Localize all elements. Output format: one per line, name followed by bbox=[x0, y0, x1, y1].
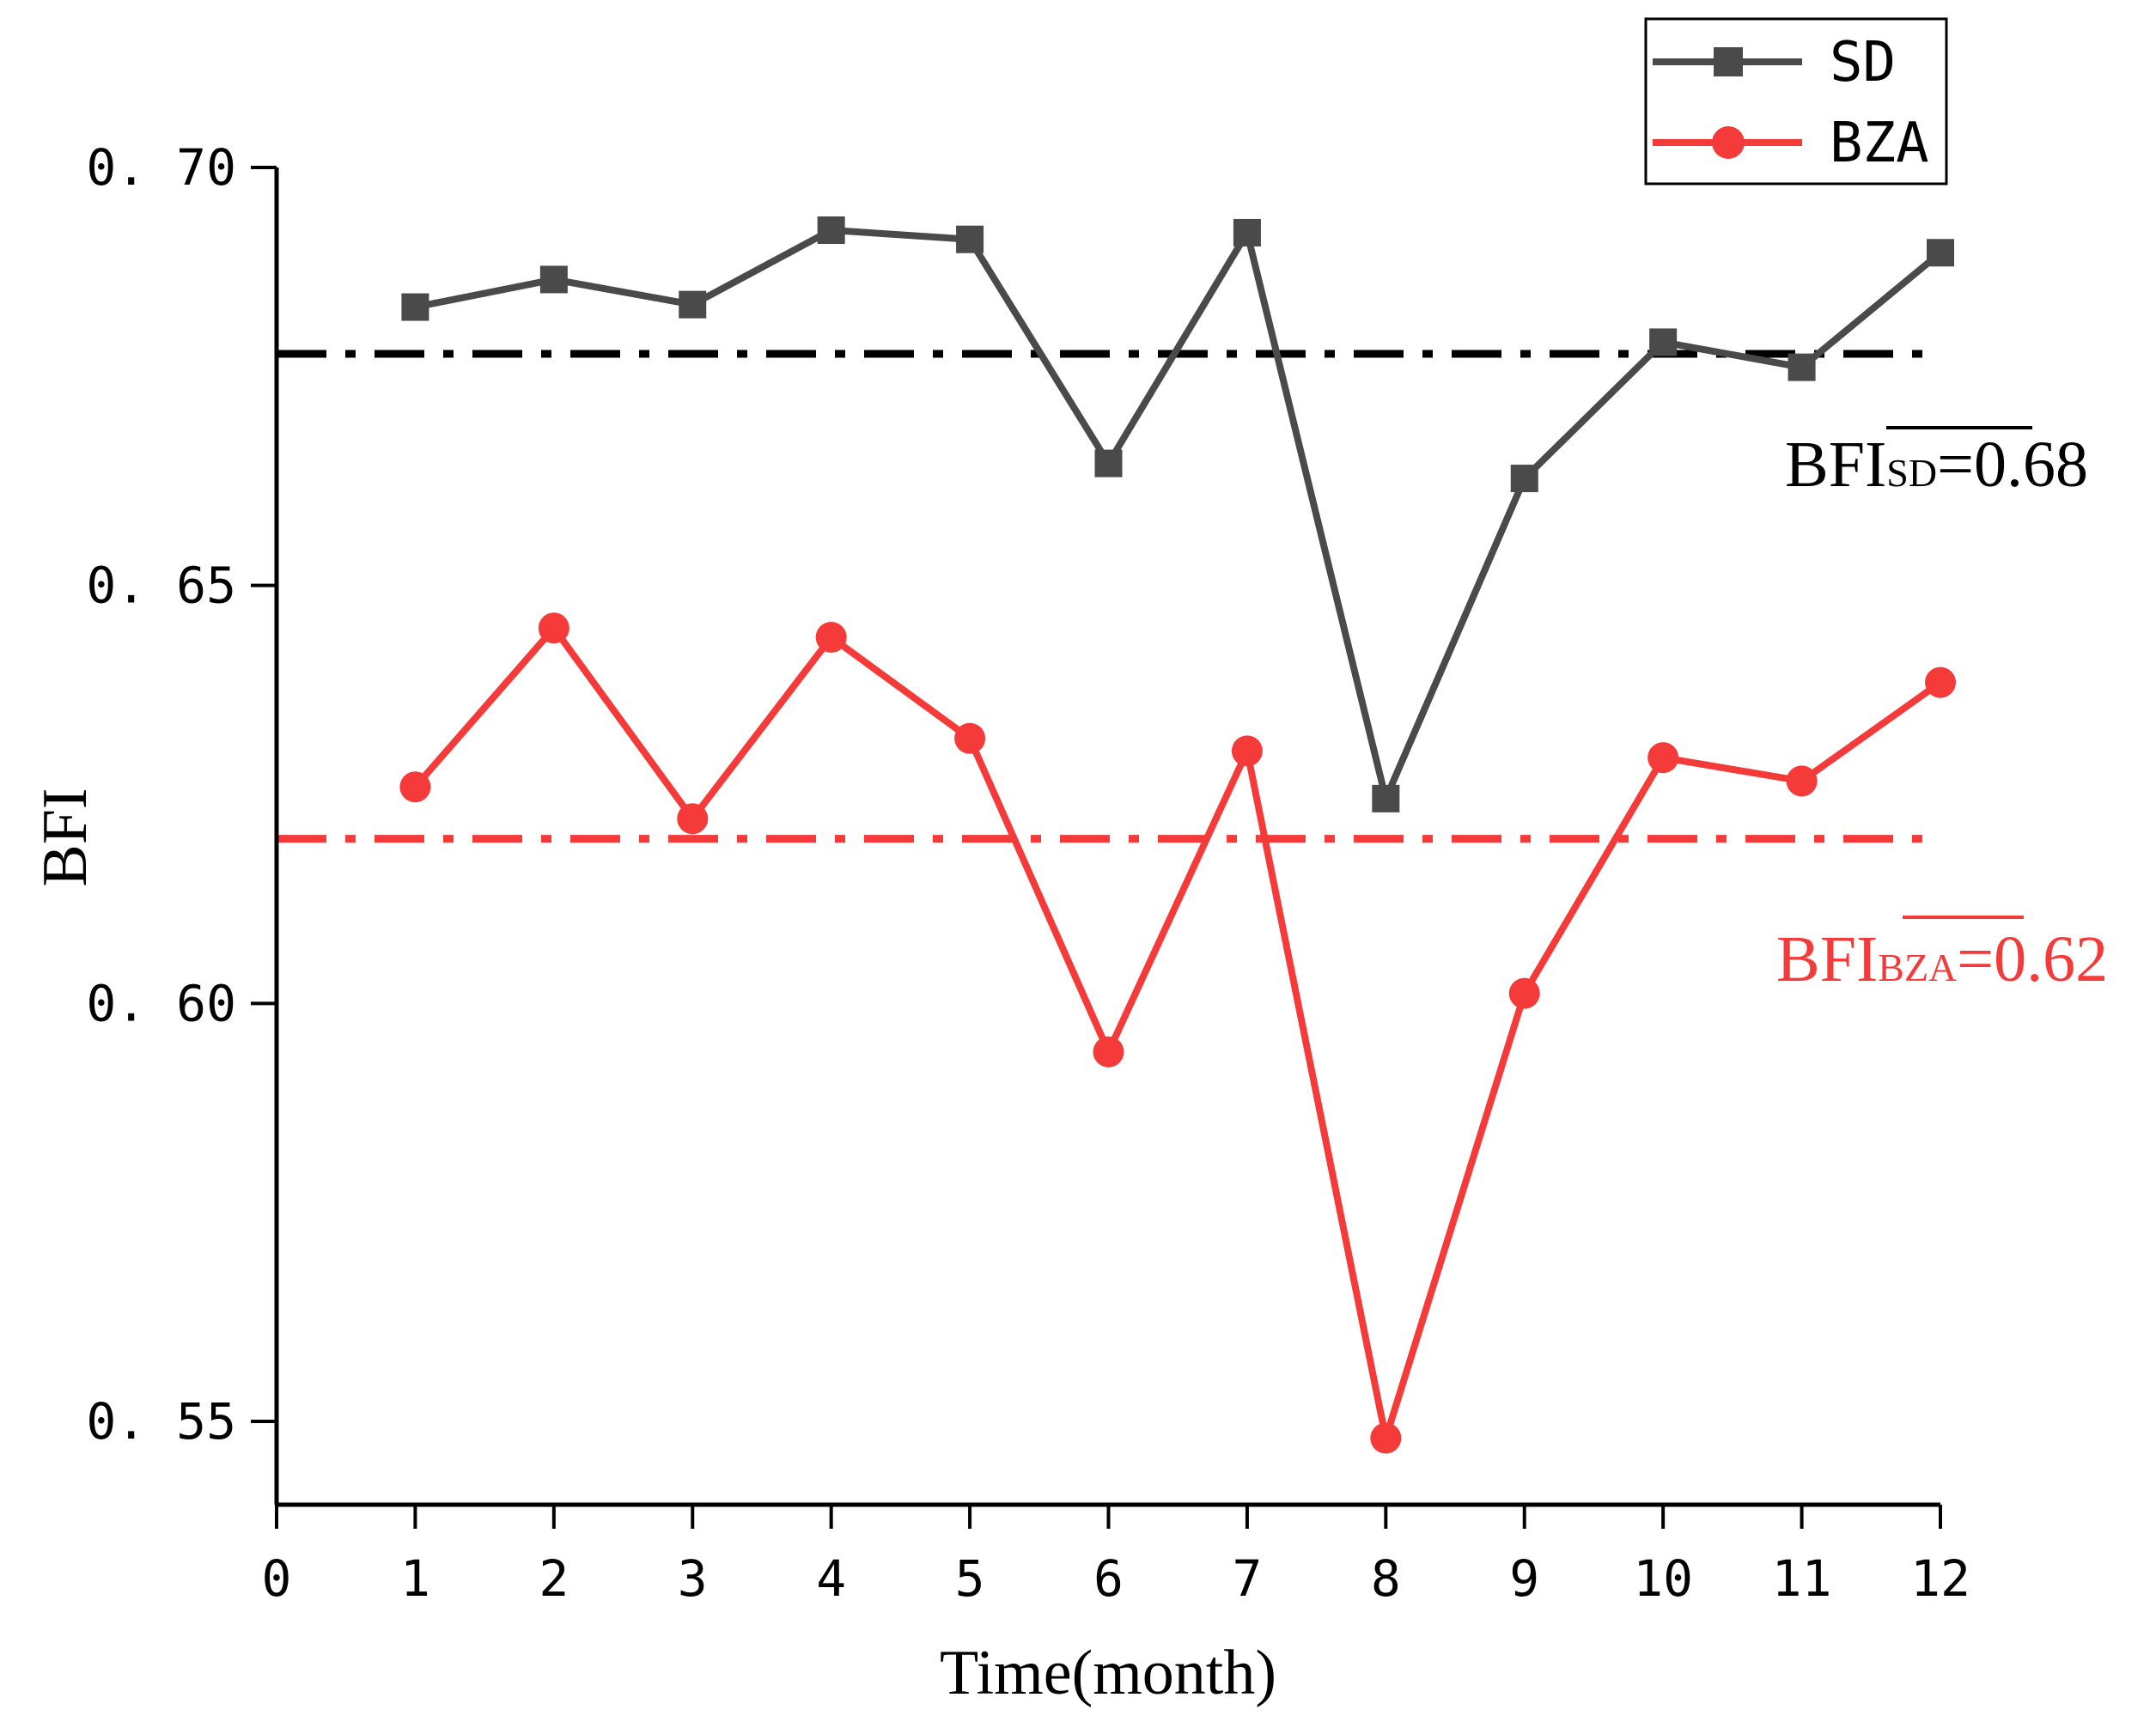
point-bza bbox=[1647, 742, 1679, 774]
point-sd bbox=[539, 265, 568, 294]
series-line-bza bbox=[412, 624, 1943, 1442]
point-sd bbox=[679, 290, 707, 319]
mean-label-sd: BFISD=0.68 bbox=[1785, 429, 2088, 501]
point-sd bbox=[401, 293, 429, 321]
series-markers bbox=[399, 216, 1956, 1454]
x-tick-label: 7 bbox=[1232, 1549, 1262, 1608]
y-tick-label: 0. 65 bbox=[86, 557, 236, 615]
point-bza bbox=[1093, 1036, 1124, 1068]
y-tick-label: 0. 60 bbox=[86, 974, 236, 1032]
legend-label-sd: SD bbox=[1830, 31, 1896, 94]
x-tick-label: 3 bbox=[678, 1549, 708, 1608]
mean-lines bbox=[277, 350, 1940, 843]
point-bza bbox=[1925, 666, 1956, 698]
mean-label-subscript: SD bbox=[1886, 451, 1937, 495]
point-bza bbox=[1370, 1422, 1402, 1454]
point-sd bbox=[1372, 784, 1400, 812]
point-bza bbox=[399, 771, 431, 803]
x-tick-label: 4 bbox=[816, 1549, 846, 1608]
mean-label-value: =0.62 bbox=[1957, 923, 2108, 995]
point-sd bbox=[956, 225, 984, 253]
x-tick-label: 8 bbox=[1371, 1549, 1401, 1608]
legend-box bbox=[1644, 17, 1948, 186]
x-tick-label: 6 bbox=[1093, 1549, 1124, 1608]
point-sd bbox=[1094, 449, 1123, 478]
x-axis-title: Time(month) bbox=[940, 1638, 1276, 1708]
y-axis-title: BFI bbox=[30, 788, 100, 886]
point-bza bbox=[815, 622, 847, 654]
mean-label-subscript: BZA bbox=[1878, 946, 1957, 989]
mean-label-value: =0.68 bbox=[1937, 429, 2088, 501]
x-ticks: 0 1 2 3 4 5 6 7 8 9 10 11 12 bbox=[262, 1505, 1970, 1608]
x-tick-label: 0 bbox=[262, 1549, 292, 1608]
mean-label-prefix: BFI bbox=[1776, 923, 1878, 995]
point-bza bbox=[1786, 765, 1818, 797]
mean-label-prefix: BFI bbox=[1785, 429, 1886, 501]
point-bza bbox=[677, 803, 709, 835]
point-sd bbox=[1233, 218, 1261, 246]
legend-marker-sd bbox=[1714, 47, 1743, 76]
point-sd bbox=[1649, 328, 1678, 356]
point-sd bbox=[1510, 465, 1538, 493]
x-tick-label: 1 bbox=[400, 1549, 430, 1608]
point-sd bbox=[1927, 239, 1954, 267]
x-tick-label: 11 bbox=[1772, 1549, 1832, 1608]
point-sd bbox=[1788, 353, 1816, 381]
point-bza bbox=[1508, 977, 1540, 1009]
legend: SD BZA bbox=[1644, 17, 1948, 186]
y-tick-label: 0. 70 bbox=[86, 138, 236, 197]
legend-label-bza: BZA bbox=[1830, 112, 1929, 175]
x-tick-label: 9 bbox=[1509, 1549, 1539, 1608]
x-tick-label: 12 bbox=[1910, 1549, 1970, 1608]
legend-marker-bza bbox=[1712, 126, 1745, 159]
series-lines bbox=[412, 227, 1943, 1442]
mean-label-bza: BFIBZA=0.62 bbox=[1776, 923, 2108, 995]
x-tick-label: 2 bbox=[539, 1549, 569, 1608]
point-bza bbox=[1231, 735, 1263, 767]
point-sd bbox=[817, 216, 845, 244]
y-tick-label: 0. 55 bbox=[86, 1392, 236, 1451]
x-tick-label: 10 bbox=[1633, 1549, 1693, 1608]
point-bza bbox=[538, 612, 569, 644]
y-ticks: 0. 55 0. 60 0. 65 0. 70 bbox=[86, 138, 277, 1451]
x-tick-label: 5 bbox=[955, 1549, 985, 1608]
point-bza bbox=[954, 722, 986, 754]
series-line-sd bbox=[414, 227, 1943, 802]
